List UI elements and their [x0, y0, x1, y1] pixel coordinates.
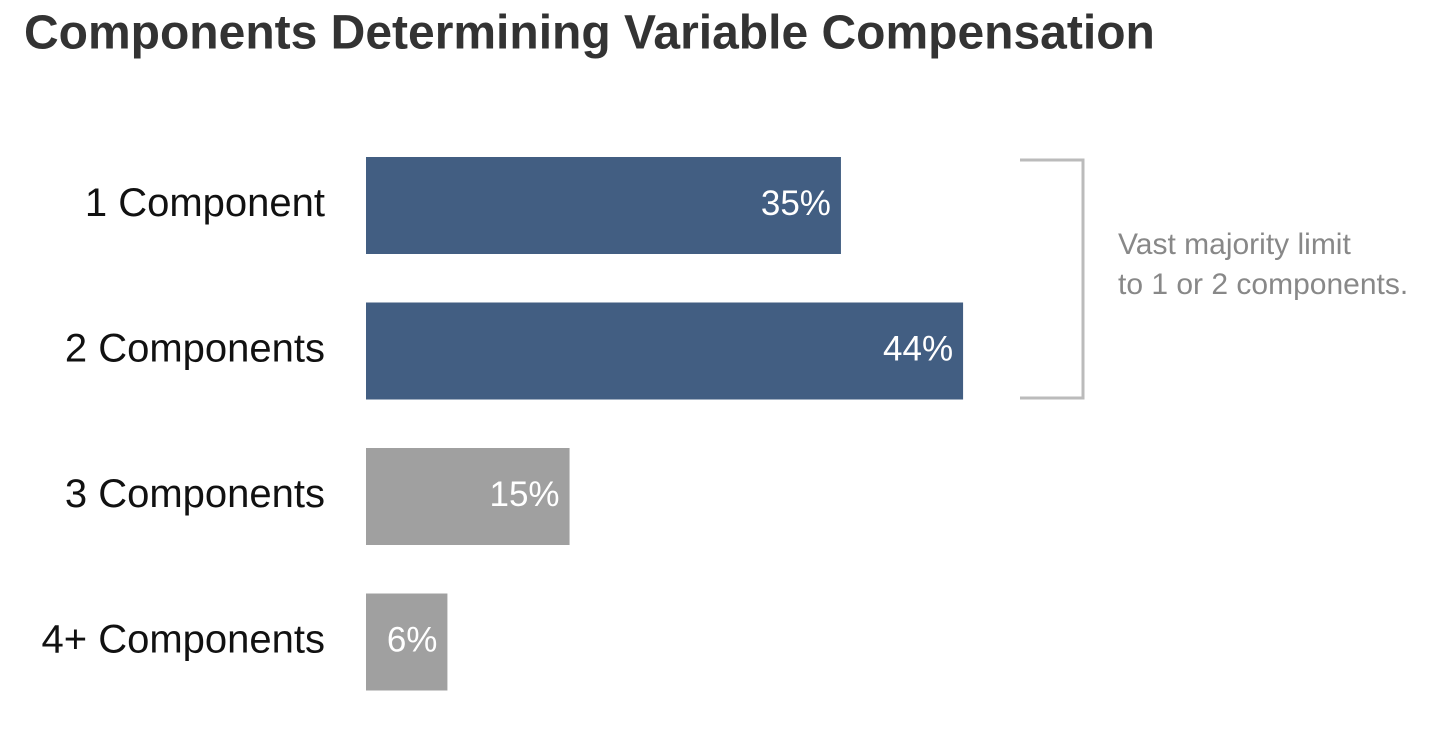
bar — [366, 302, 964, 400]
value-label: 15% — [489, 475, 559, 514]
bar — [366, 593, 448, 691]
value-label: 44% — [883, 329, 953, 368]
annotation: to 1 or 2 components. — [1118, 268, 1408, 301]
category-label: 1 Component — [85, 181, 325, 225]
annotation: Vast majority limit — [1118, 228, 1351, 261]
bar — [366, 157, 841, 254]
category-label: 2 Components — [65, 327, 325, 371]
bracket — [1020, 158, 1085, 400]
category-label: 4+ Components — [41, 618, 325, 662]
bar — [366, 448, 570, 545]
chart-title: Components Determining Variable Compensa… — [24, 7, 1155, 60]
value-label: 6% — [387, 620, 438, 659]
value-label: 35% — [761, 184, 831, 223]
category-label: 3 Components — [65, 472, 325, 516]
